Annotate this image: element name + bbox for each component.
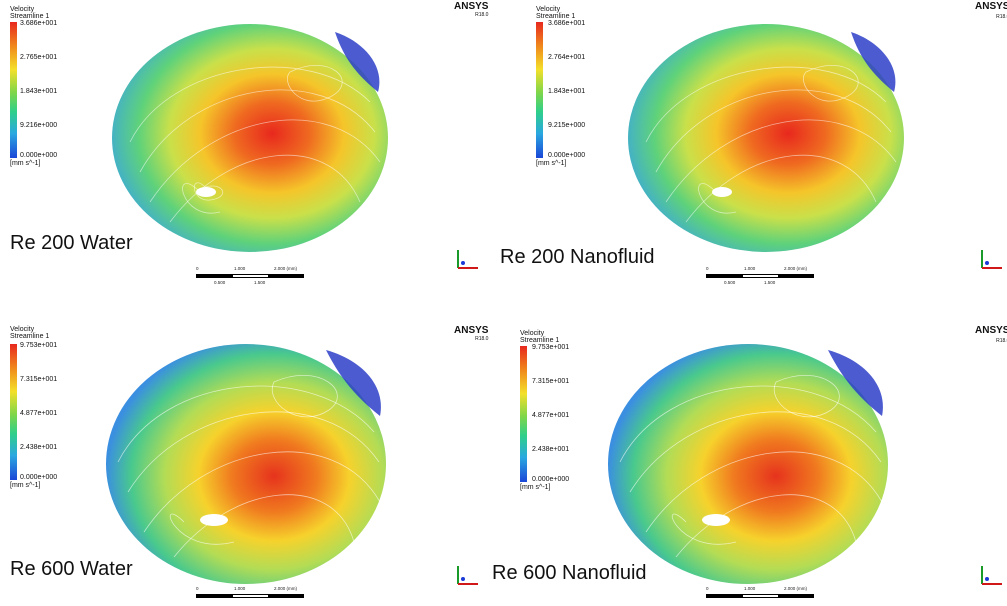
panel-caption: Re 600 Water [10, 558, 133, 580]
scale-tick: 0 [196, 586, 199, 591]
panel-caption: Re 200 Nanofluid [500, 246, 655, 268]
scale-minor: 1.500 [764, 280, 776, 285]
legend-variable: Velocity [10, 6, 35, 13]
legend-units: [mm s^-1] [536, 160, 567, 167]
legend-units: [mm s^-1] [520, 484, 551, 491]
tick-label: 4.877e+001 [20, 410, 58, 417]
ansys-version: R18.0 [996, 338, 1007, 344]
ansys-version: R18.0 [475, 336, 489, 342]
panel-re200-water: Velocity Streamline 1 3.686e+001 2.765e+… [0, 0, 480, 296]
scale-tick: 1.000 [744, 266, 756, 271]
scale-bar: 0 1.000 2.000 (mm) [706, 586, 826, 606]
axis-triad-icon-edge [981, 566, 1002, 585]
tick-label: 0.000e+000 [20, 152, 58, 159]
color-bar [520, 346, 527, 482]
panel-caption: Re 200 Water [10, 232, 133, 254]
tick-label: 2.764e+001 [548, 54, 586, 61]
color-bar [536, 22, 543, 158]
scale-bar: 0 1.000 2.000 (mm) [196, 586, 316, 606]
tick-label: 9.215e+000 [548, 122, 586, 129]
ansys-logo: ANSYS R18.0 [454, 1, 489, 19]
legend-units: [mm s^-1] [10, 482, 41, 489]
axis-triad-icon-edge [981, 250, 1002, 269]
scale-tick: 1.000 [234, 266, 246, 271]
scale-tick: 2.000 (mm) [784, 266, 808, 271]
ansys-version: R18.0 [996, 14, 1007, 20]
ansys-wordmark: ANSYS [454, 1, 489, 12]
legend-header: Velocity Streamline 1 [520, 330, 559, 344]
legend-object: Streamline 1 [520, 337, 560, 344]
tick-label: 4.877e+001 [532, 412, 570, 419]
scale-tick: 1.000 [744, 586, 756, 591]
panel-re200-nanofluid: ANSYS R18.0 Velocity Streamline 1 3.686e… [440, 0, 920, 296]
panel-re600-nanofluid: ANSYS R18.0 Velocity Streamline 1 9.753e… [440, 300, 920, 598]
panel-caption: Re 600 Nanofluid [492, 562, 647, 584]
tick-label: 9.753e+001 [532, 344, 570, 351]
color-bar [10, 344, 17, 480]
ansys-logo-edge-bottom: ANSYS R18.0 [975, 326, 1007, 346]
ansys-version: R18.0 [475, 12, 489, 18]
color-bar [10, 22, 17, 158]
tick-label: 2.765e+001 [20, 54, 58, 61]
tick-label: 2.438e+001 [20, 444, 58, 451]
tick-label: 0.000e+000 [532, 476, 570, 483]
scale-bar: 0 1.000 2.000 (mm) 0.500 1.500 [706, 266, 826, 286]
scale-tick: 1.000 [234, 586, 246, 591]
tick-label: 0.000e+000 [20, 474, 58, 481]
scale-minor: 1.500 [254, 280, 266, 285]
axis-triad-icon [457, 566, 478, 585]
ansys-logo: ANSYS R18.0 [454, 325, 489, 343]
scale-tick: 2.000 (mm) [274, 586, 298, 591]
scale-minor: 0.500 [724, 280, 736, 285]
scale-tick: 0 [196, 266, 199, 271]
scale-minor: 0.500 [214, 280, 226, 285]
streamline-plot [112, 24, 388, 252]
legend-variable: Velocity [536, 6, 561, 13]
tick-label: 2.438e+001 [532, 446, 570, 453]
tick-label: 3.686e+001 [20, 20, 58, 27]
tick-label: 7.315e+001 [532, 378, 570, 385]
legend-header: Velocity Streamline 1 [10, 326, 49, 340]
tick-label: 0.000e+000 [548, 152, 586, 159]
ansys-wordmark: ANSYS [454, 325, 489, 336]
scale-tick: 0 [706, 586, 709, 591]
scale-tick: 2.000 (mm) [784, 586, 808, 591]
tick-label: 1.843e+001 [548, 88, 586, 95]
panel-re600-water: Velocity Streamline 1 9.753e+001 7.315e+… [0, 300, 480, 598]
ansys-wordmark: ANSYS [975, 325, 1007, 336]
tick-label: 3.686e+001 [548, 20, 586, 27]
streamline-plot [628, 24, 904, 252]
scale-tick: 2.000 (mm) [274, 266, 298, 271]
legend-object: Streamline 1 [10, 13, 50, 20]
legend-object: Streamline 1 [10, 333, 50, 340]
legend-header: Velocity Streamline 1 [536, 6, 575, 20]
tick-label: 9.753e+001 [20, 342, 58, 349]
streamline-plot [106, 344, 386, 584]
scale-tick: 0 [706, 266, 709, 271]
tick-label: 1.843e+001 [20, 88, 58, 95]
ansys-wordmark: ANSYS [975, 1, 1007, 12]
legend-variable: Velocity [10, 326, 35, 333]
axis-triad-icon [457, 250, 478, 269]
tick-label: 9.216e+000 [20, 122, 58, 129]
tick-label: 7.315e+001 [20, 376, 58, 383]
legend-variable: Velocity [520, 330, 545, 337]
legend-object: Streamline 1 [536, 13, 576, 20]
legend-units: [mm s^-1] [10, 160, 41, 167]
ansys-logo-edge-top: ANSYS R18.0 [975, 2, 1007, 22]
legend-header: Velocity Streamline 1 [10, 6, 49, 20]
streamline-plot [608, 344, 888, 584]
scale-bar: 0 1.000 2.000 (mm) 0.500 1.500 [196, 266, 316, 286]
